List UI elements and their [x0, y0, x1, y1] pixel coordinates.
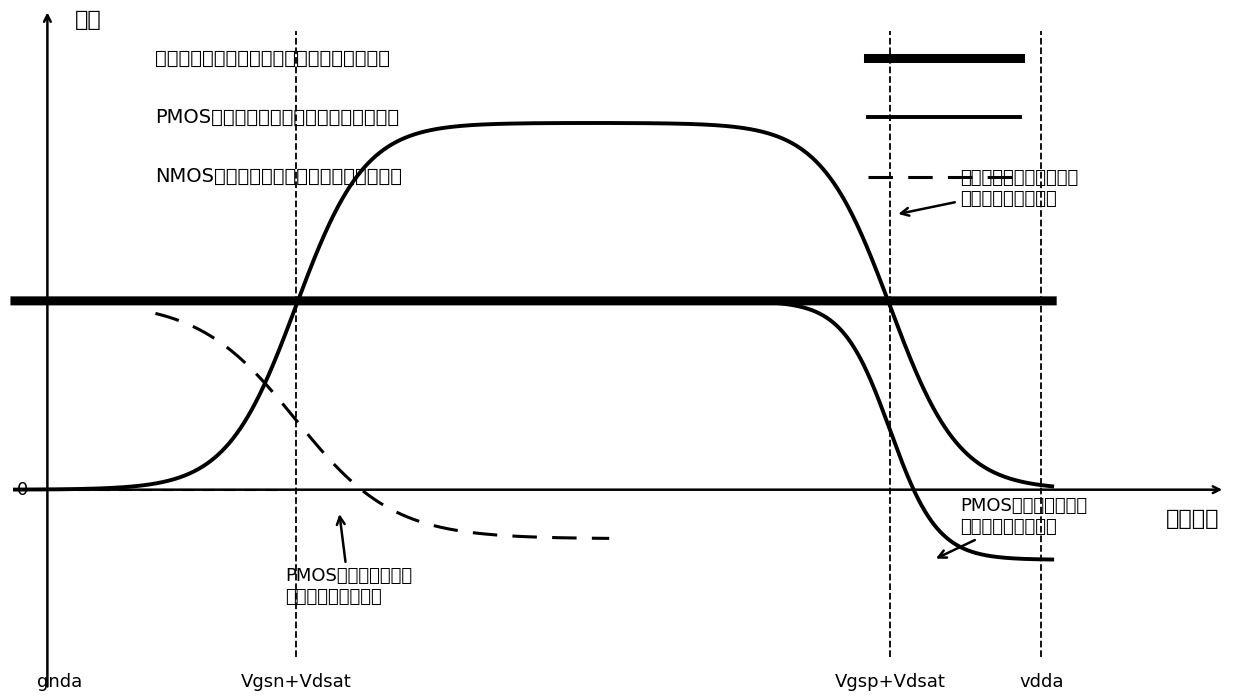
Text: vdda: vdda	[1019, 673, 1064, 691]
Text: PMOS输入对管的跨导
随输入电压变化曲线: PMOS输入对管的跨导 随输入电压变化曲线	[285, 517, 412, 606]
Text: 跨导: 跨导	[74, 10, 102, 29]
Text: 轨对轨运算放大器的跨导随输入电压变化曲线: 轨对轨运算放大器的跨导随输入电压变化曲线	[155, 48, 391, 68]
Text: PMOS输入对管的跨导
随输入电压变化曲线: PMOS输入对管的跨导 随输入电压变化曲线	[939, 497, 1087, 558]
Text: 0: 0	[16, 481, 29, 498]
Text: 输入电压: 输入电压	[1166, 509, 1220, 528]
Text: Vgsp+Vdsat: Vgsp+Vdsat	[835, 673, 946, 691]
Text: Vgsn+Vdsat: Vgsn+Vdsat	[241, 673, 351, 691]
Text: NMOS输入对管的跨导随输入电压变化曲线: NMOS输入对管的跨导随输入电压变化曲线	[155, 167, 403, 186]
Text: PMOS输入对管的跨导随输入电压变化曲线: PMOS输入对管的跨导随输入电压变化曲线	[155, 108, 399, 127]
Text: 轨对轨运算放大器的跨导
随输入电压变化曲线: 轨对轨运算放大器的跨导 随输入电压变化曲线	[901, 169, 1079, 216]
Text: gnda: gnda	[36, 673, 82, 691]
